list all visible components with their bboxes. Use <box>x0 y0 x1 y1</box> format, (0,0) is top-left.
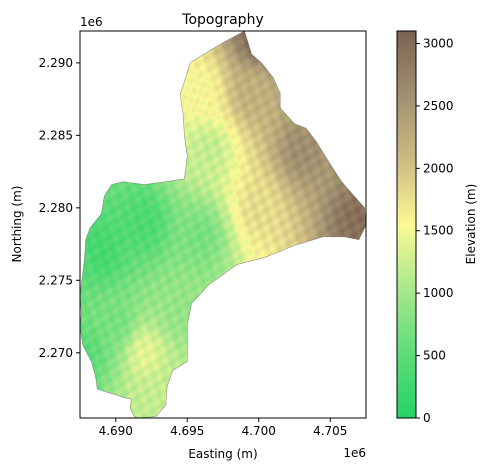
y-tick-label: 2.270 <box>39 346 73 360</box>
colorbar-tick-label: 1500 <box>423 224 454 238</box>
colorbar-label: Elevation (m) <box>464 184 478 265</box>
x-tick-label: 4.690 <box>99 424 133 438</box>
colorbar-tick-label: 0 <box>423 411 431 425</box>
y-axis-label: Northing (m) <box>10 186 24 263</box>
y-axis-offset-label: 1e6 <box>80 15 103 29</box>
x-axis-ticks: 4.690 4.695 4.700 4.705 <box>99 418 347 438</box>
colorbar-tick-label: 2000 <box>423 161 454 175</box>
colorbar-ticks: 0 500 1000 1500 2000 2500 3000 <box>416 36 454 425</box>
colorbar-tick-label: 2500 <box>423 99 454 113</box>
y-tick-label: 2.290 <box>39 56 73 70</box>
y-tick-label: 2.275 <box>39 273 73 287</box>
x-axis-label: Easting (m) <box>188 447 257 461</box>
colorbar-gradient <box>396 30 417 419</box>
x-tick-label: 4.700 <box>242 424 276 438</box>
y-tick-label: 2.280 <box>39 201 73 215</box>
colorbar: 0 500 1000 1500 2000 2500 3000 Elevation (m) <box>396 30 478 425</box>
x-axis-offset-label: 1e6 <box>343 446 366 460</box>
map-plot-area: 4.690 4.695 4.700 4.705 2.270 2.275 2.280 2.28… <box>39 30 367 438</box>
y-tick-label: 2.285 <box>39 128 73 142</box>
basin-outline <box>79 30 367 419</box>
colorbar-tick-label: 3000 <box>423 36 454 50</box>
x-tick-label: 4.705 <box>313 424 347 438</box>
chart-title: Topography <box>181 12 263 28</box>
plot-frame <box>79 30 367 419</box>
y-axis-ticks: 2.270 2.275 2.280 2.285 2.290 <box>39 56 80 360</box>
colorbar-tick-label: 500 <box>423 349 446 363</box>
x-tick-label: 4.695 <box>170 424 204 438</box>
colorbar-tick-label: 1000 <box>423 286 454 300</box>
